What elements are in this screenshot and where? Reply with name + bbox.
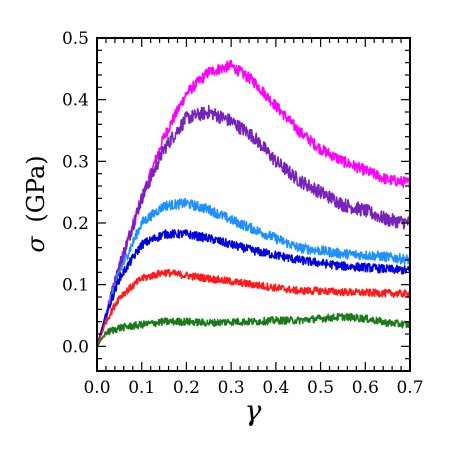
svg-text:σ (GPa): σ (GPa) [22,155,50,252]
labels-layer: 0.0 0.1 0.2 0.3 0.4 0.5 0.6 0.7 0.0 0.1 0.2 0.3 0.4 0… [62,29,424,398]
series-line-2 [96,104,411,347]
series-layer [96,59,411,347]
y-tick-label: 0.4 [62,91,89,111]
plot-frame [96,37,411,372]
x-tick-label: 0.2 [173,378,200,398]
series-line-5 [96,268,411,347]
y-tick-label: 0.5 [62,29,89,49]
series-line-6 [96,312,411,347]
x-tick-label: 0.5 [307,378,334,398]
y-axis-label: σ (GPa) [22,155,50,252]
x-tick-label: 0.7 [396,378,423,398]
x-tick-label: 0.0 [83,378,110,398]
series-line-1 [96,59,411,347]
ticks-layer [96,37,411,372]
y-tick-label: 0.0 [62,337,89,357]
x-tick-label: 0.6 [352,378,379,398]
series-line-4 [96,229,411,347]
x-axis-label: γ [245,394,262,427]
y-tick-label: 0.1 [62,276,89,296]
series-line-3 [96,197,411,347]
y-tick-label: 0.3 [62,152,89,172]
x-tick-label: 0.1 [128,378,155,398]
x-tick-label: 0.4 [262,378,289,398]
y-axis-label-symbol: σ [22,236,50,253]
x-tick-label: 0.3 [218,378,245,398]
y-axis-label-unit: (GPa) [22,155,50,222]
y-tick-label: 0.2 [62,214,89,234]
